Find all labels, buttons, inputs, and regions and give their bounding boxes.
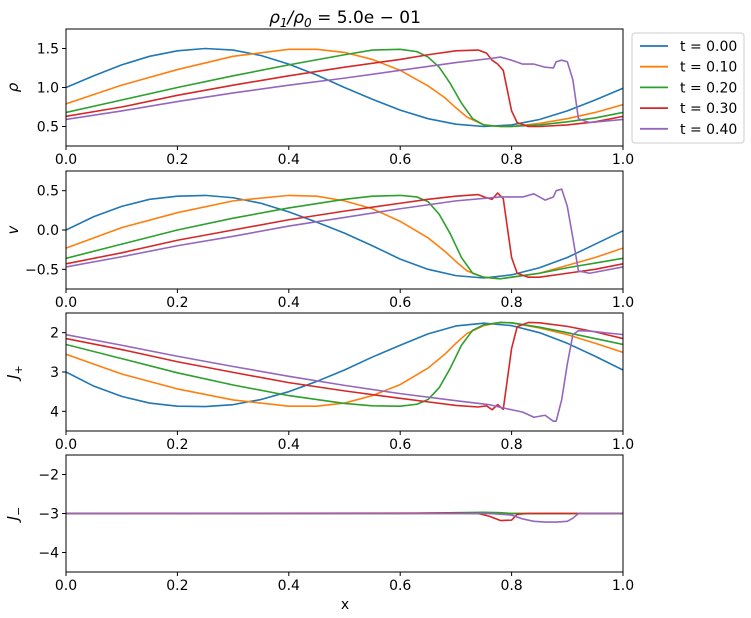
series-line-3: [66, 194, 623, 280]
y-tick-label: 0.0: [37, 223, 59, 239]
series-line-1: [66, 47, 623, 128]
subplots: 0.0 0.2 0.4 0.6 0.8 1.0 0.5 1.0 1.5 ρ 0.0 0.2 0.4 0.6…: [4, 28, 634, 594]
y-tick-label: −0.5: [25, 262, 59, 278]
x-tick-label: 0.6: [389, 578, 411, 594]
x-axis-label: x: [341, 597, 349, 613]
x-tick-label: 0.6: [389, 152, 411, 168]
x-tick-label: 1.0: [612, 152, 634, 168]
x-tick-label: 0.8: [500, 437, 522, 453]
subplot-2: 0.0 0.2 0.4 0.6 0.8 1.0 −0.5 0.0 0.5 v: [4, 170, 634, 311]
x-tick-label: 0.0: [55, 152, 77, 168]
subplot-4: 0.0 0.2 0.4 0.6 0.8 1.0 −4 −3 −2 J−: [4, 454, 634, 594]
y-axis-label: J−: [4, 507, 25, 524]
legend-label: t = 0.00: [680, 39, 737, 55]
series-line-5: [66, 188, 623, 275]
legend-label: t = 0.40: [680, 122, 737, 138]
x-tick-label: 0.4: [278, 578, 300, 594]
x-tick-label: 0.4: [278, 437, 300, 453]
y-tick-label: 1.0: [37, 81, 59, 97]
legend-frame: [631, 32, 745, 144]
y-tick-label: −3: [38, 507, 59, 523]
x-tick-label: 0.2: [166, 578, 188, 594]
x-tick-label: 0.0: [55, 578, 77, 594]
x-tick-label: 0.0: [55, 295, 77, 311]
y-tick-label: 0.5: [37, 184, 59, 200]
x-tick-label: 0.2: [166, 437, 188, 453]
legend-label: t = 0.20: [680, 80, 737, 96]
x-tick-label: 0.6: [389, 437, 411, 453]
y-axis-label: ρ: [4, 82, 22, 92]
subplot-3: 0.0 0.2 0.4 0.6 0.8 1.0 2 3 4 J+: [4, 312, 634, 453]
x-tick-label: 0.0: [55, 437, 77, 453]
x-tick-label: 0.4: [278, 152, 300, 168]
x-tick-label: 0.2: [166, 152, 188, 168]
x-tick-label: 0.8: [500, 152, 522, 168]
x-tick-label: 1.0: [612, 437, 634, 453]
legend-label: t = 0.10: [680, 60, 737, 76]
x-tick-label: 1.0: [612, 578, 634, 594]
figure-title: ρ1/ρ0 = 5.0e − 01: [269, 8, 421, 30]
subplot-1: 0.0 0.2 0.4 0.6 0.8 1.0 0.5 1.0 1.5 ρ: [4, 28, 634, 168]
y-tick-label: 2: [50, 326, 59, 342]
y-tick-label: 3: [50, 365, 59, 381]
x-tick-label: 0.8: [500, 295, 522, 311]
x-tick-label: 0.4: [278, 295, 300, 311]
y-axis-label: v: [4, 224, 22, 234]
y-tick-label: 1.5: [37, 42, 59, 58]
series-line-3: [66, 48, 623, 128]
y-tick-label: −2: [38, 468, 59, 484]
y-axis-label: J+: [4, 365, 25, 382]
series-line-2: [66, 48, 623, 128]
series-line-1: [66, 194, 623, 279]
x-tick-label: 1.0: [612, 295, 634, 311]
series-line-1: [66, 322, 623, 408]
y-tick-label: 0.5: [37, 120, 59, 136]
y-tick-label: 4: [50, 404, 59, 420]
x-tick-label: 0.8: [500, 578, 522, 594]
series-line-4: [66, 49, 623, 128]
x-tick-label: 0.2: [166, 295, 188, 311]
series-line-5: [66, 512, 623, 523]
legend-label: t = 0.30: [680, 101, 737, 117]
series-line-5: [66, 329, 623, 422]
series-line-3: [66, 321, 623, 408]
x-tick-label: 0.6: [389, 295, 411, 311]
legend: t = 0.00 t = 0.10 t = 0.20 t = 0.30 t = 0.40: [631, 32, 745, 144]
y-tick-label: −4: [38, 546, 59, 562]
series-line-4: [66, 321, 623, 411]
series-line-5: [66, 56, 623, 124]
